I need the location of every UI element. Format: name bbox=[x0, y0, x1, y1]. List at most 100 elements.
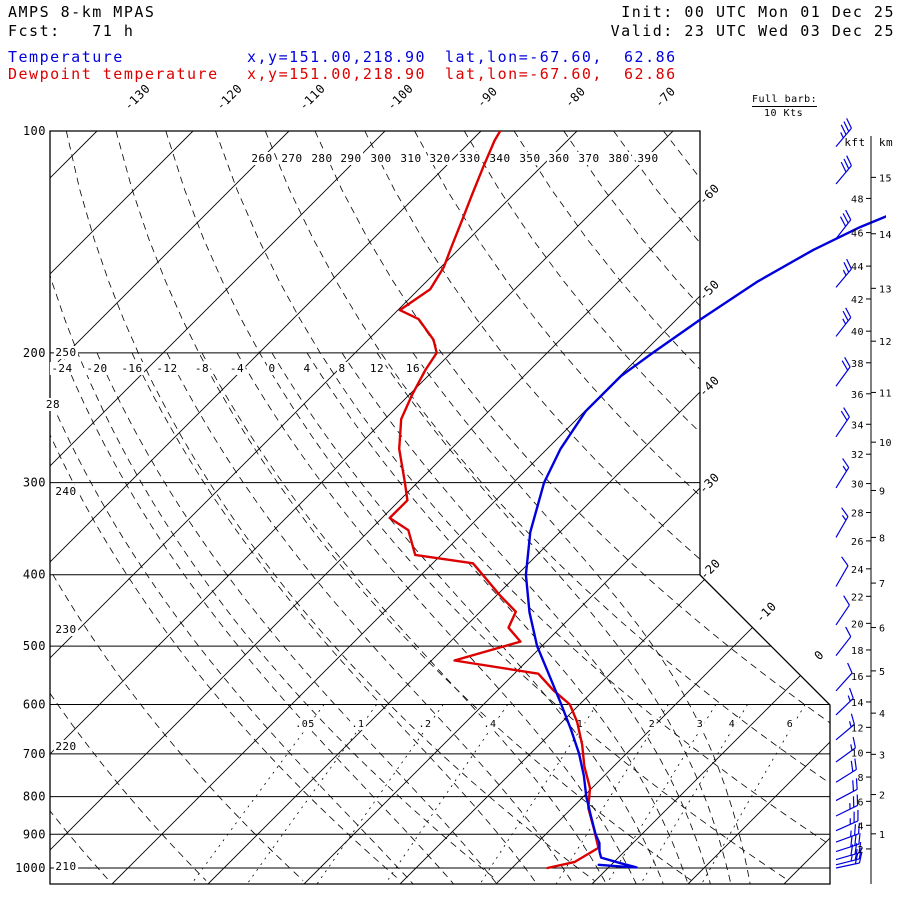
svg-text:26: 26 bbox=[851, 537, 864, 548]
temperature-legend-latlon: lat,lon=-67.60, 62.86 bbox=[445, 48, 677, 66]
svg-text:2: 2 bbox=[649, 719, 656, 730]
svg-text:4: 4 bbox=[729, 719, 736, 730]
svg-text:-4: -4 bbox=[230, 362, 244, 375]
svg-text:600: 600 bbox=[23, 697, 46, 711]
isobars bbox=[49, 130, 831, 885]
svg-text:12: 12 bbox=[370, 362, 384, 375]
svg-text:4: 4 bbox=[879, 709, 886, 720]
height-scale: kft km48464442403836343230282624222018161… bbox=[844, 136, 893, 884]
temperature-legend-xy: x,y=151.00,218.90 bbox=[247, 48, 427, 66]
svg-text:370: 370 bbox=[578, 152, 599, 165]
svg-text:-130: -130 bbox=[121, 81, 153, 113]
svg-text:350: 350 bbox=[519, 152, 540, 165]
svg-text:5: 5 bbox=[879, 667, 886, 678]
svg-text:kft: kft bbox=[844, 136, 865, 149]
svg-text:10: 10 bbox=[851, 748, 864, 759]
grid-line-families bbox=[50, 131, 830, 884]
svg-text:42: 42 bbox=[851, 295, 864, 306]
svg-text:10: 10 bbox=[879, 438, 892, 449]
svg-text:1: 1 bbox=[577, 719, 584, 730]
svg-text:12: 12 bbox=[851, 723, 864, 734]
svg-text:100: 100 bbox=[23, 124, 46, 138]
svg-text:20: 20 bbox=[851, 619, 864, 630]
svg-text:400: 400 bbox=[23, 568, 46, 582]
svg-text:9: 9 bbox=[879, 486, 886, 497]
svg-text:-120: -120 bbox=[213, 81, 245, 113]
svg-text:800: 800 bbox=[23, 790, 46, 804]
svg-text:500: 500 bbox=[23, 639, 46, 653]
dewpoint-legend-xy: x,y=151.00,218.90 bbox=[247, 65, 427, 83]
svg-text:34: 34 bbox=[851, 420, 864, 431]
svg-text:44: 44 bbox=[851, 262, 864, 273]
svg-text:1: 1 bbox=[879, 830, 886, 841]
svg-text:.1: .1 bbox=[351, 719, 364, 730]
svg-text:36: 36 bbox=[851, 390, 864, 401]
svg-text:2: 2 bbox=[857, 845, 864, 856]
svg-text:8: 8 bbox=[857, 773, 864, 784]
model-title: AMPS 8-km MPAS bbox=[8, 3, 156, 21]
svg-text:13: 13 bbox=[879, 284, 892, 295]
svg-text:-90: -90 bbox=[474, 84, 500, 110]
svg-text:6: 6 bbox=[857, 797, 864, 808]
valid-time: Valid: 23 UTC Wed 03 Dec 25 bbox=[610, 22, 895, 40]
svg-text:22: 22 bbox=[851, 592, 864, 603]
moist-adiabats bbox=[52, 352, 751, 884]
full-barb-note-title: Full barb: bbox=[752, 94, 818, 107]
svg-text:230: 230 bbox=[55, 623, 76, 636]
svg-text:390: 390 bbox=[637, 152, 658, 165]
svg-text:-12: -12 bbox=[156, 362, 177, 375]
svg-text:-16: -16 bbox=[121, 362, 142, 375]
svg-text:300: 300 bbox=[370, 152, 391, 165]
svg-text:km: km bbox=[879, 136, 893, 149]
svg-text:4: 4 bbox=[303, 362, 310, 375]
svg-text:40: 40 bbox=[851, 327, 864, 338]
svg-text:-20: -20 bbox=[86, 362, 107, 375]
svg-text:15: 15 bbox=[879, 173, 892, 184]
svg-text:12: 12 bbox=[879, 337, 892, 348]
svg-text:7: 7 bbox=[879, 579, 886, 590]
svg-text:0: 0 bbox=[811, 647, 826, 662]
svg-text:210: 210 bbox=[55, 860, 76, 873]
svg-text:38: 38 bbox=[851, 359, 864, 370]
svg-text:250: 250 bbox=[55, 346, 76, 359]
svg-text:3: 3 bbox=[879, 750, 886, 761]
svg-text:220: 220 bbox=[55, 740, 76, 753]
svg-text:-10: -10 bbox=[753, 599, 779, 625]
init-time: Init: 00 UTC Mon 01 Dec 25 bbox=[621, 3, 895, 21]
svg-text:1000: 1000 bbox=[15, 861, 46, 875]
svg-text:310: 310 bbox=[400, 152, 421, 165]
dewpoint-legend-label: Dewpoint temperature bbox=[8, 65, 219, 83]
svg-text:8: 8 bbox=[879, 533, 886, 544]
svg-text:260: 260 bbox=[251, 152, 272, 165]
svg-text:270: 270 bbox=[281, 152, 302, 165]
svg-text:11: 11 bbox=[879, 388, 892, 399]
svg-text:30: 30 bbox=[851, 480, 864, 491]
svg-text:340: 340 bbox=[489, 152, 510, 165]
svg-text:2: 2 bbox=[879, 791, 886, 802]
svg-text:200: 200 bbox=[23, 346, 46, 360]
svg-text:16: 16 bbox=[851, 672, 864, 683]
svg-text:14: 14 bbox=[879, 230, 892, 241]
svg-text:4: 4 bbox=[857, 821, 864, 832]
svg-text:.05: .05 bbox=[295, 719, 315, 730]
svg-text:240: 240 bbox=[55, 485, 76, 498]
svg-text:380: 380 bbox=[608, 152, 629, 165]
svg-text:14: 14 bbox=[851, 698, 864, 709]
svg-text:0: 0 bbox=[268, 362, 275, 375]
svg-text:-20: -20 bbox=[697, 556, 723, 582]
svg-text:6: 6 bbox=[787, 719, 794, 730]
sounding-traces bbox=[388, 131, 886, 870]
svg-text:290: 290 bbox=[340, 152, 361, 165]
svg-text:8: 8 bbox=[338, 362, 345, 375]
svg-text:.2: .2 bbox=[418, 719, 431, 730]
svg-text:28: 28 bbox=[851, 508, 864, 519]
svg-text:-24: -24 bbox=[51, 362, 72, 375]
svg-text:-80: -80 bbox=[562, 84, 588, 110]
dewpoint-trace bbox=[388, 131, 600, 870]
full-barb-note-value: 10 Kts bbox=[764, 108, 804, 119]
svg-text:32: 32 bbox=[851, 450, 864, 461]
plot-boundary bbox=[49, 130, 831, 885]
svg-text:24: 24 bbox=[851, 565, 864, 576]
